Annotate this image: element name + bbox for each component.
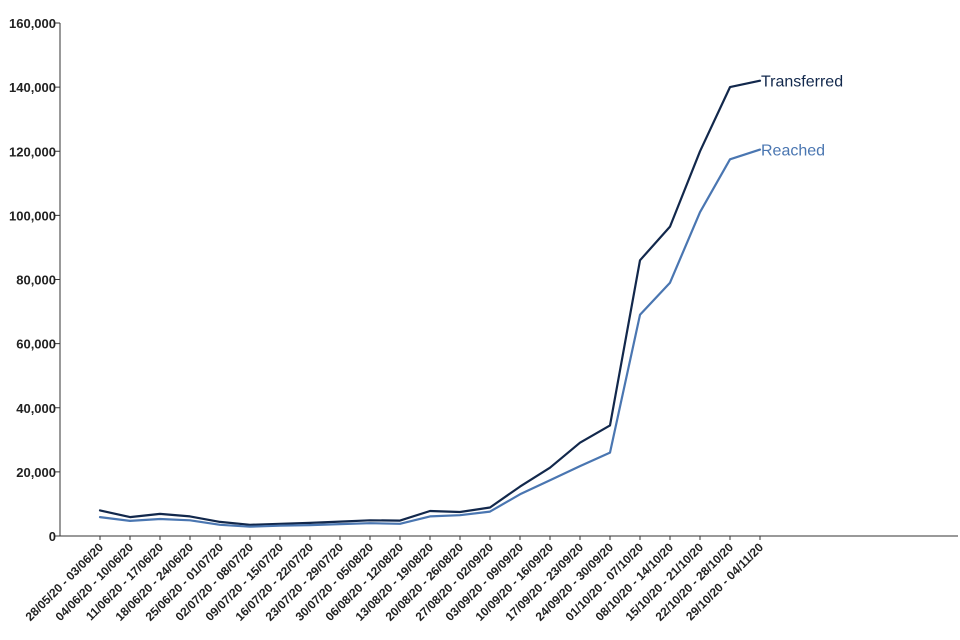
- y-tick-label: 80,000: [16, 273, 56, 288]
- series-line-transferred: [98, 79, 762, 526]
- y-tick-label: 140,000: [9, 80, 56, 95]
- series-label-reached: Reached: [761, 143, 825, 160]
- y-tick-label: 160,000: [9, 16, 56, 31]
- y-tick-label: 0: [49, 529, 56, 544]
- series-label-transferred: Transferred: [761, 74, 843, 91]
- y-tick-label: 40,000: [16, 401, 56, 416]
- y-tick-label: 20,000: [16, 465, 56, 480]
- y-tick-group: 0 20,000 40,000 60,000 80,000 100,000 120,000 1…: [9, 16, 60, 544]
- y-tick-label: 120,000: [9, 144, 56, 159]
- y-axis: 0 20,000 40,000 60,000 80,000 100,000 120,000 1…: [9, 16, 61, 544]
- series-line-reached: [98, 148, 762, 528]
- series-group: Transferred Reached: [98, 74, 843, 528]
- y-tick-label: 60,000: [16, 337, 56, 352]
- y-tick-label: 100,000: [9, 208, 56, 223]
